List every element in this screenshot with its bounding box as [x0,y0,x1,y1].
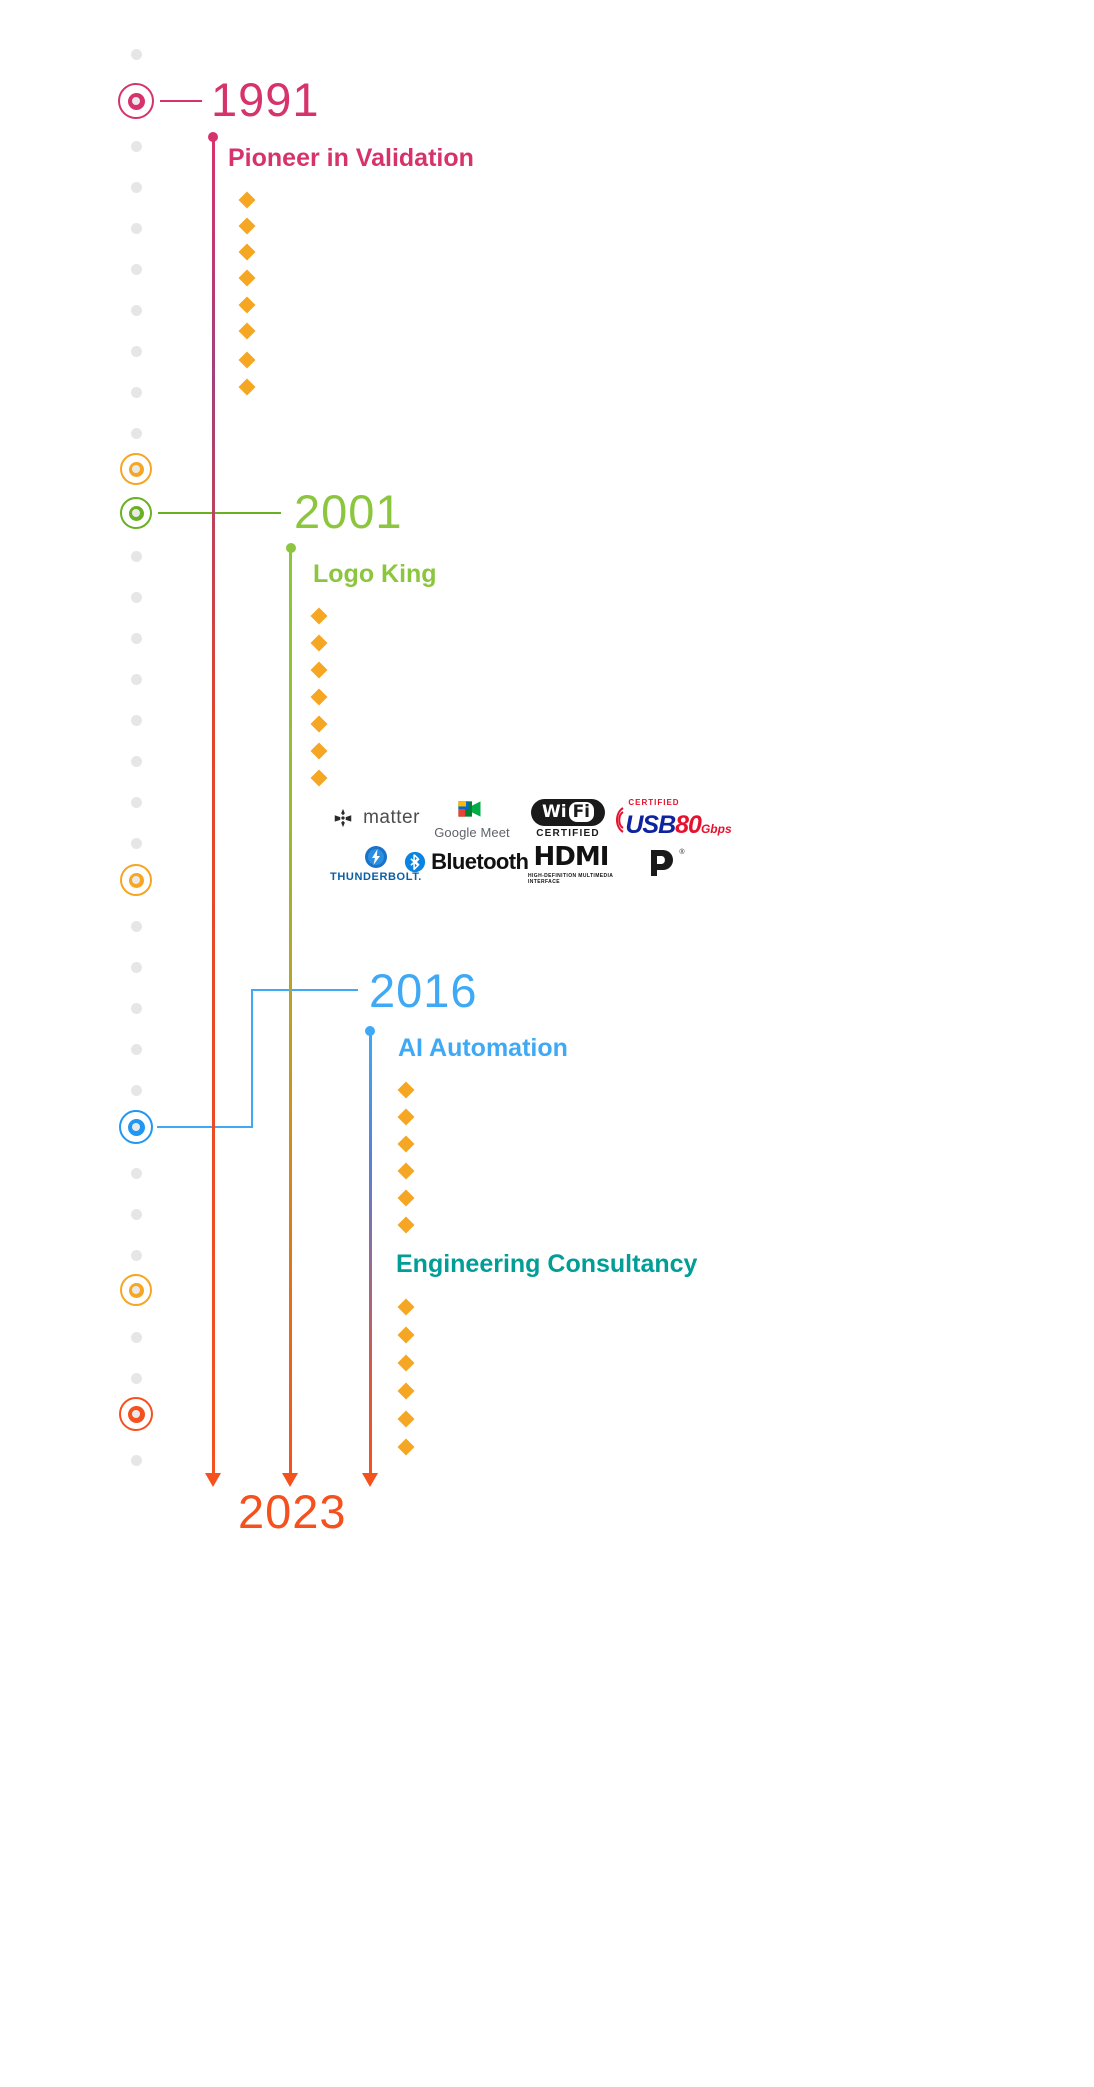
hdmi-logo-sublabel: HIGH-DEFINITION MULTIMEDIA INTERFACE [528,872,614,885]
displayport-logo[interactable]: ® [636,843,698,883]
axis-dot [131,182,142,193]
google-meet-logo[interactable]: Google Meet [434,793,510,843]
ring-outline [118,83,154,119]
bluetooth-icon [404,851,426,873]
marker-amber-mid[interactable] [120,864,152,896]
matter-logo[interactable]: matter [330,795,422,841]
ring-core [132,876,140,884]
axis-dot [131,797,142,808]
axis-dot [131,838,142,849]
axis-dot [131,1168,142,1179]
wifi-logo-sublabel: CERTIFIED [536,828,600,839]
axis-dot [131,387,142,398]
era-arrow-1991 [205,1473,221,1487]
matter-icon [334,808,352,828]
displayport-trademark: ® [679,849,685,856]
ring-outline [119,1110,153,1144]
google-meet-icon [458,801,481,817]
leader-line-2016-lower [157,1126,253,1128]
era-line-2016 [369,1030,372,1475]
axis-dot [131,1044,142,1055]
phase-title-engineering-consultancy: Engineering Consultancy [396,1250,698,1278]
axis-dot [131,1209,142,1220]
usb-logo-sublabel: CERTIFIED [628,798,680,807]
wifi-logo-label: Wi Fi [530,799,606,826]
era-line-2001 [289,547,292,1475]
axis-dot [131,962,142,973]
marker-2001[interactable] [120,497,152,529]
axis-dot [131,551,142,562]
leader-line-2016-upper [251,989,358,991]
marker-amber-lower[interactable] [120,1274,152,1306]
hdmi-logo-label: HDMI [533,841,610,872]
axis-dot [131,1332,142,1343]
ring-outline [120,864,152,896]
phase-title-ai-automation: AI Automation [398,1034,568,1062]
axis-dot [131,141,142,152]
axis-dot [131,1373,142,1384]
era-line-1991 [212,136,215,1475]
year-label-2023: 2023 [238,1485,347,1538]
axis-dot [131,1250,142,1261]
phase-knob-2001 [286,543,296,553]
axis-dot [131,756,142,767]
ring-core [132,1410,140,1418]
era-arrow-2016 [362,1473,378,1487]
axis-dot [131,674,142,685]
year-label-2001: 2001 [294,485,403,538]
phase-title-pioneer-in-validation: Pioneer in Validation [228,144,474,172]
phase-title-logo-king: Logo King [313,560,437,588]
axis-dot [131,264,142,275]
thunderbolt-icon [365,846,387,868]
matter-logo-label: matter [363,807,420,828]
axis-dot [131,346,142,357]
leader-line-2001 [158,512,281,514]
usb-logo-unit: Gbps [700,822,732,836]
usb-logo-number: 80 [675,811,702,839]
axis-dot [131,305,142,316]
ring-outline [119,1397,153,1431]
axis-dot [131,223,142,234]
wifi-certified-logo[interactable]: Wi Fi CERTIFIED [530,795,606,843]
axis-dot [131,1003,142,1014]
marker-1991[interactable] [118,83,154,119]
marker-2016[interactable] [119,1110,153,1144]
ring-core [132,1286,140,1294]
phase-knob-1991 [208,132,218,142]
usb-arc-icon [616,807,625,833]
axis-dot [131,428,142,439]
ring-outline [120,497,152,529]
ring-outline [120,453,152,485]
usb80gbps-logo[interactable]: CERTIFIED USB 80 Gbps [616,796,732,842]
era-arrow-2001 [282,1473,298,1487]
axis-dot [131,715,142,726]
ring-core [132,509,140,517]
displayport-icon [651,850,674,876]
ring-core [132,1123,140,1131]
axis-dot [131,1455,142,1466]
google-meet-logo-label: Google Meet [434,825,510,840]
hdmi-logo[interactable]: HDMI HIGH-DEFINITION MULTIMEDIA INTERFAC… [528,841,614,885]
axis-dot [131,592,142,603]
year-label-1991: 1991 [211,73,320,126]
bluetooth-logo-label: Bluetooth [431,849,529,874]
usb-logo-label: USB [625,811,676,839]
bluetooth-logo[interactable]: Bluetooth ® [404,841,540,883]
marker-2023[interactable] [119,1397,153,1431]
ring-core [132,97,140,105]
year-label-2016: 2016 [369,964,478,1017]
axis-dot [131,633,142,644]
leader-line-1991 [160,100,202,102]
axis-dot [131,921,142,932]
phase-knob-2016 [365,1026,375,1036]
marker-amber-upper[interactable] [120,453,152,485]
ring-core [132,465,140,473]
axis-dot [131,1085,142,1096]
leader-line-2016-vertical [251,989,253,1128]
axis-dot [131,49,142,60]
thunderbolt-logo-label: THUNDERBOLT. [330,871,422,883]
ring-outline [120,1274,152,1306]
